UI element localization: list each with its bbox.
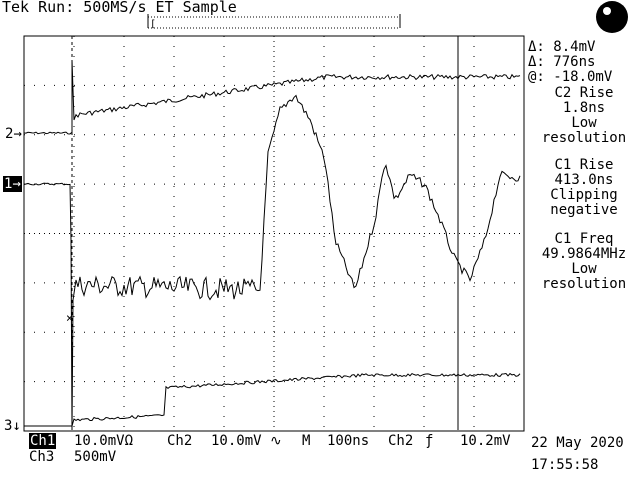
ch1-marker[interactable]: 1→ xyxy=(3,176,22,192)
measurement-2[interactable]: C1 Rise 413.0ns Clipping negative xyxy=(534,158,634,218)
ch3-marker[interactable]: 3↓ xyxy=(4,418,21,434)
ch1-label[interactable]: Ch1 xyxy=(29,433,57,449)
cursor-delta-t: Δ: 776ns xyxy=(528,54,596,70)
cursor-at: @: -18.0mV xyxy=(528,69,613,85)
waveform-traces xyxy=(23,59,521,431)
timebase-value[interactable]: 100ns xyxy=(327,433,370,449)
record-bracket-icon: [ xyxy=(147,14,401,30)
svg-text:×: × xyxy=(66,311,73,325)
ch1-scale: 10.0mVΩ xyxy=(74,433,134,449)
ch1-marker-label: 1 xyxy=(4,176,13,192)
measurement-title: C1 Rise xyxy=(554,157,614,173)
measurement-title: C1 Freq xyxy=(554,231,614,247)
ch3-marker-label: 3 xyxy=(4,418,13,434)
ch1-trace xyxy=(23,94,521,431)
trigger-slope-icon: ƒ xyxy=(425,433,434,449)
ch2-scale: 10.0mV xyxy=(211,433,262,449)
measurement-value: 1.8ns xyxy=(562,100,606,116)
measurement-note: resolution xyxy=(541,276,627,292)
measurement-note: Low xyxy=(571,115,597,131)
cursor-delta-v: Δ: 8.4mV xyxy=(528,39,596,55)
graticule xyxy=(23,35,525,432)
ch2-marker-label: 2 xyxy=(5,126,14,142)
trigger-position-icon: × xyxy=(66,36,73,432)
trigger-source[interactable]: Ch2 xyxy=(388,433,414,449)
measurement-note: Low xyxy=(571,261,597,277)
date-readout: 22 May 2020 xyxy=(531,435,624,451)
ch2-marker[interactable]: 2→ xyxy=(5,126,22,142)
measurement-value: 413.0ns xyxy=(554,172,614,188)
measurement-note: negative xyxy=(550,202,618,218)
timebase-label: M xyxy=(302,433,311,449)
measurement-1[interactable]: C2 Rise 1.8ns Low resolution xyxy=(534,86,634,146)
ch2-coupling-icon: ∿ xyxy=(270,433,282,449)
ch3-trace xyxy=(24,372,521,427)
ch3-scale: 500mV xyxy=(74,449,117,465)
svg-text:[: [ xyxy=(150,19,156,30)
ch2-label[interactable]: Ch2 xyxy=(167,433,193,449)
acquisition-status: Tek Run: 500MS/s ET Sample xyxy=(2,0,237,16)
time-readout: 17:55:58 xyxy=(531,457,599,473)
measurement-note: Clipping xyxy=(550,187,618,203)
ch3-label[interactable]: Ch3 xyxy=(29,449,55,465)
measurement-note: resolution xyxy=(541,130,627,146)
measurement-title: C2 Rise xyxy=(554,85,614,101)
measurement-value: 49.9864MHz xyxy=(541,246,627,262)
ch2-trace xyxy=(23,59,521,135)
run-indicator-dot-icon xyxy=(596,1,628,33)
measurement-3[interactable]: C1 Freq 49.9864MHz Low resolution xyxy=(534,232,634,292)
trigger-level[interactable]: 10.2mV xyxy=(460,433,511,449)
